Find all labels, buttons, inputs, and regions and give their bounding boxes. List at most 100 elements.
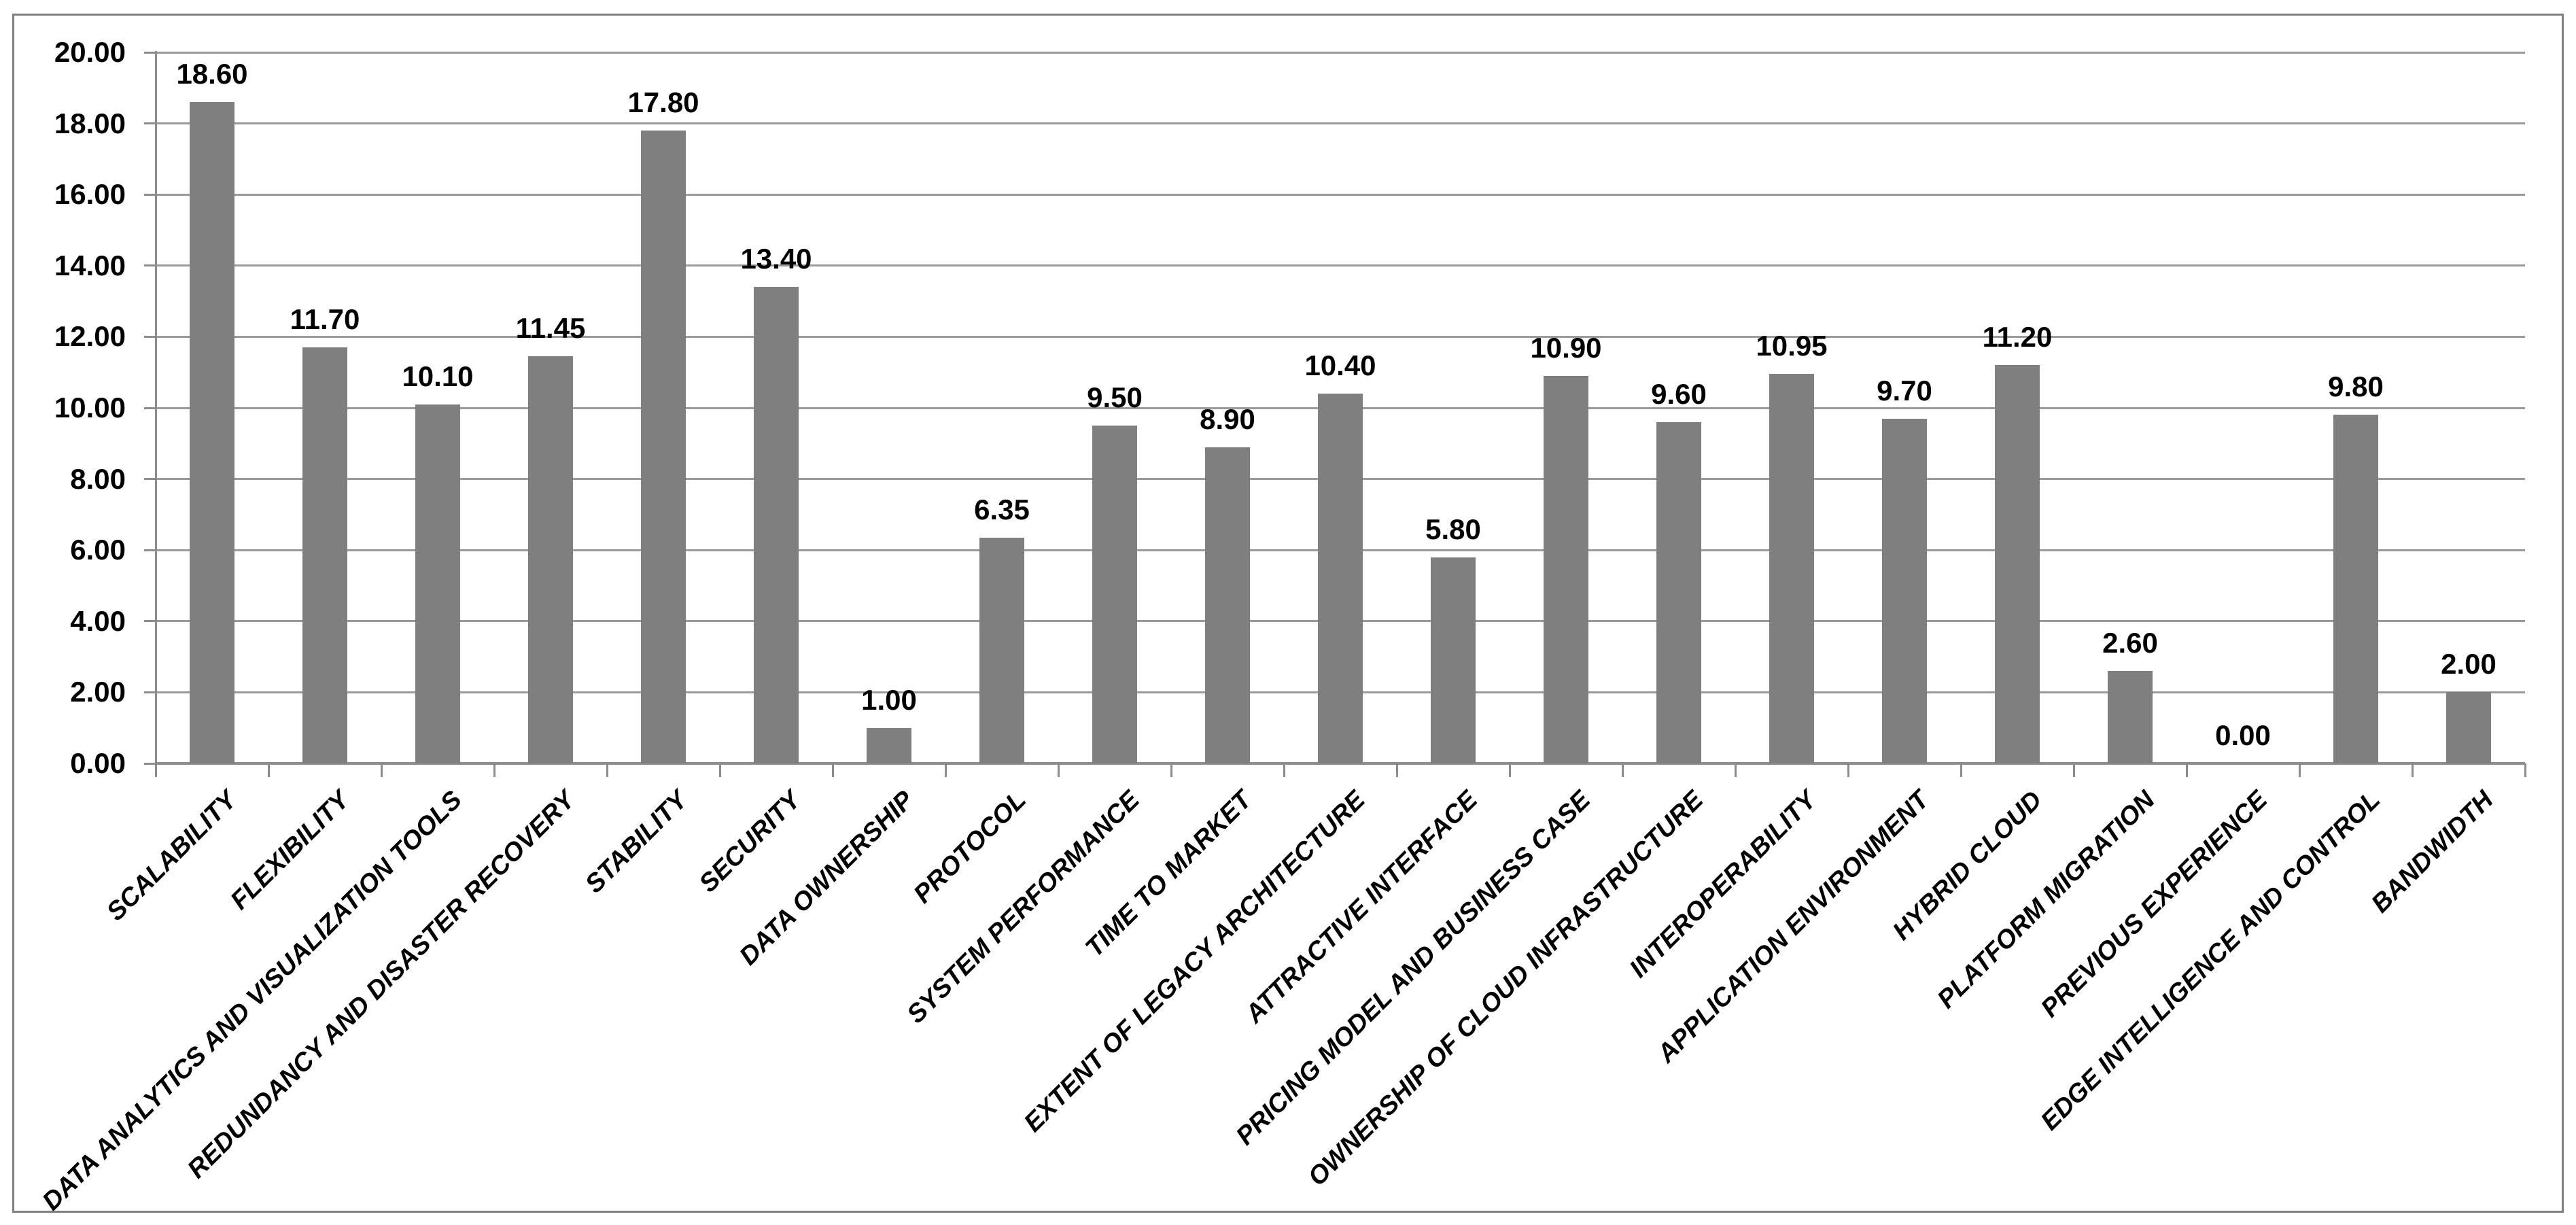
y-axis-tick xyxy=(144,407,156,409)
category-label-text: BANDWIDTH xyxy=(2365,785,2499,918)
y-axis-tick xyxy=(144,691,156,693)
x-axis-tick xyxy=(493,763,495,777)
bar xyxy=(1656,421,1701,763)
x-axis-tick xyxy=(2298,763,2301,777)
y-axis-tick xyxy=(144,762,156,765)
y-axis-tick-label: 2.00 xyxy=(70,676,126,708)
bar xyxy=(641,131,686,763)
gridline xyxy=(156,335,2525,338)
x-axis-tick xyxy=(2185,763,2188,777)
category-label-text: SECURITY xyxy=(693,785,807,899)
bar xyxy=(2333,415,2378,763)
bar-value-label: 2.00 xyxy=(2441,648,2496,680)
category-label-text: STABILITY xyxy=(580,785,694,899)
x-axis-tick xyxy=(1283,763,1285,777)
bar xyxy=(528,356,573,763)
x-axis-tick xyxy=(1960,763,1962,777)
x-axis-tick xyxy=(267,763,270,777)
x-axis-tick xyxy=(1847,763,1849,777)
x-axis-tick xyxy=(1170,763,1172,777)
bar-value-label: 10.95 xyxy=(1756,330,1828,362)
x-axis-tick xyxy=(2524,763,2526,777)
x-axis-tick xyxy=(1057,763,1060,777)
y-axis-tick-label: 18.00 xyxy=(54,107,126,139)
bar-value-label: 11.70 xyxy=(290,303,360,336)
x-axis-tick xyxy=(944,763,947,777)
y-axis-line xyxy=(154,51,157,765)
category-label-text: DATA ANALYTICS AND VISUALIZATION TOOLS xyxy=(37,785,468,1216)
y-axis-tick-label: 0.00 xyxy=(70,747,126,779)
bar xyxy=(2446,692,2491,763)
bar xyxy=(754,287,799,763)
y-axis-tick xyxy=(144,549,156,551)
bar-value-label: 10.90 xyxy=(1530,331,1602,364)
x-axis-line xyxy=(156,762,2525,765)
y-axis-tick-label: 4.00 xyxy=(70,604,126,637)
bar-value-label: 0.00 xyxy=(2215,719,2271,751)
bar-value-label: 9.70 xyxy=(1877,374,1932,407)
bar-value-label: 10.40 xyxy=(1304,349,1376,382)
x-axis-tick xyxy=(1621,763,1624,777)
bar-value-label: 11.45 xyxy=(515,312,586,345)
bar xyxy=(2108,671,2153,763)
bar xyxy=(1431,557,1476,763)
y-axis-tick xyxy=(144,51,156,54)
category-label-text: PLATFORM MIGRATION xyxy=(1932,785,2161,1014)
bar-value-label: 17.80 xyxy=(627,86,699,119)
bar-value-label: 9.50 xyxy=(1087,381,1143,414)
bar-value-label: 2.60 xyxy=(2102,627,2158,659)
y-axis-tick-label: 14.00 xyxy=(54,249,126,281)
bar-value-label: 5.80 xyxy=(1425,513,1481,545)
y-axis-tick xyxy=(144,478,156,481)
category-label-text: OWNERSHIP OF CLOUD INFRASTRUCTURE xyxy=(1302,785,1709,1192)
bar xyxy=(1092,426,1137,763)
bar-value-label: 8.90 xyxy=(1200,402,1255,435)
gridline xyxy=(156,193,2525,196)
bar xyxy=(190,102,234,763)
y-axis-tick xyxy=(144,335,156,338)
gridline xyxy=(156,122,2525,125)
bar-value-label: 9.60 xyxy=(1651,377,1707,410)
y-axis-tick xyxy=(144,264,156,267)
x-axis-tick xyxy=(2411,763,2414,777)
y-axis-tick-label: 10.00 xyxy=(54,392,126,424)
x-axis-tick xyxy=(1734,763,1737,777)
bar-value-label: 6.35 xyxy=(974,493,1030,525)
x-axis-tick xyxy=(1508,763,1511,777)
category-label-text: FLEXIBILITY xyxy=(225,785,355,916)
bar-value-label: 1.00 xyxy=(861,683,917,716)
bar xyxy=(1318,394,1363,763)
x-axis-tick xyxy=(2072,763,2075,777)
gridline xyxy=(156,51,2525,54)
category-label-text: SYSTEM PERFORMANCE xyxy=(901,785,1145,1029)
bar-value-label: 10.10 xyxy=(402,360,474,392)
x-axis-tick xyxy=(606,763,608,777)
gridline xyxy=(156,264,2525,267)
y-axis-tick-label: 20.00 xyxy=(54,36,126,68)
bar xyxy=(1995,365,2040,763)
bar-value-label: 9.80 xyxy=(2328,370,2384,403)
bar-value-label: 18.60 xyxy=(176,58,248,90)
category-label-text: REDUNDANCY AND DISASTER RECOVERY xyxy=(182,785,581,1184)
bar xyxy=(1882,418,1927,763)
x-axis-tick xyxy=(1395,763,1398,777)
bar xyxy=(867,727,911,763)
y-axis-tick-label: 16.00 xyxy=(54,178,126,211)
bar xyxy=(1769,374,1814,763)
x-axis-tick xyxy=(154,763,157,777)
y-axis-tick-label: 6.00 xyxy=(70,534,126,566)
bar xyxy=(979,537,1024,763)
category-label-text: PREVIOUS EXPERIENCE xyxy=(2036,785,2274,1023)
x-axis-tick xyxy=(831,763,834,777)
bar-value-label: 11.20 xyxy=(1982,321,2053,353)
bar xyxy=(1544,375,1588,763)
category-label-text: SCALABILITY xyxy=(101,785,243,927)
category-label-text: PROTOCOL xyxy=(908,785,1032,910)
bar xyxy=(1205,447,1250,763)
bar xyxy=(302,347,347,763)
x-axis-tick xyxy=(380,763,383,777)
y-axis-tick xyxy=(144,620,156,623)
y-axis-tick xyxy=(144,122,156,125)
